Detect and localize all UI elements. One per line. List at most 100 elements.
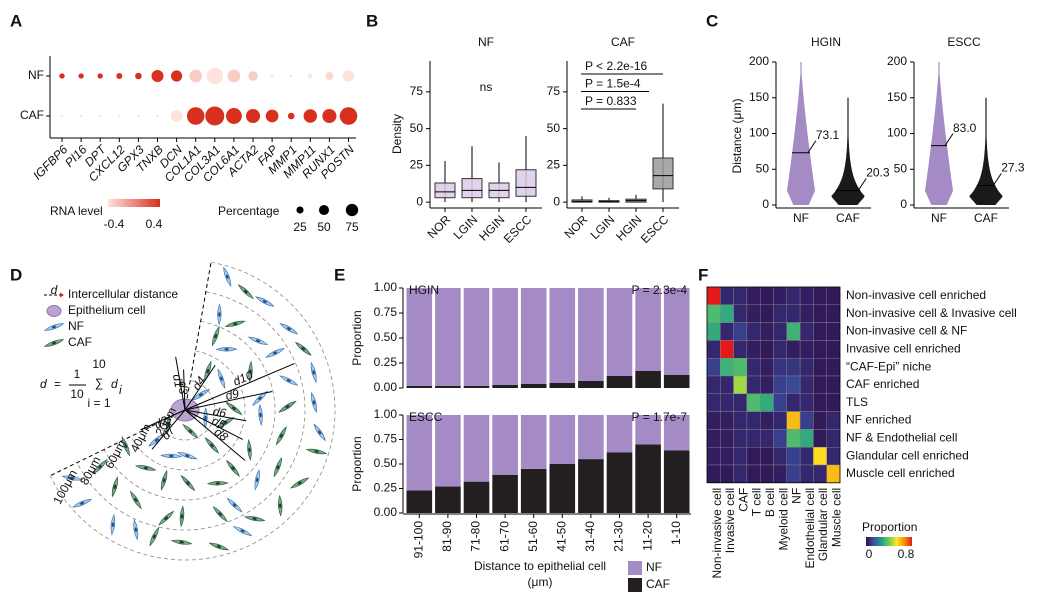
cell-nucleus xyxy=(231,466,235,471)
colorbar xyxy=(108,199,160,207)
heat-cell xyxy=(813,393,827,412)
colorbar-tick-label: 0 xyxy=(866,547,873,561)
caf-cell xyxy=(305,448,328,455)
distance-line xyxy=(140,409,186,431)
y-tick-label: 200 xyxy=(887,54,907,68)
heat-cell xyxy=(799,447,814,466)
annotation: P = 1.5e-4 xyxy=(585,77,641,91)
leader xyxy=(857,178,867,191)
distance-line xyxy=(184,409,246,461)
median-label: 83.0 xyxy=(953,121,977,135)
cell-nucleus xyxy=(186,481,190,485)
cell-nucleus xyxy=(143,466,148,470)
dot xyxy=(206,67,224,85)
heat-cell xyxy=(813,322,827,341)
row-label: Non-invasive cell & Invasive cell xyxy=(846,306,1017,320)
dot xyxy=(117,114,121,118)
cell-nucleus xyxy=(80,501,85,505)
caf-cell xyxy=(208,542,230,551)
x-tick-label: ESCC xyxy=(501,212,535,246)
heat-cell xyxy=(813,304,827,323)
cell-nucleus xyxy=(278,503,282,508)
legend-arrow-label: d xyxy=(51,283,58,297)
x-tick-label: 61-70 xyxy=(497,521,511,552)
nf-cell xyxy=(258,403,263,427)
arrow-head xyxy=(60,292,64,298)
y-tick-label: 150 xyxy=(887,90,907,104)
heat-cell xyxy=(813,286,827,305)
size-key-label: 75 xyxy=(345,220,359,234)
heat-cell xyxy=(746,322,761,341)
heat-cell xyxy=(733,322,748,341)
dot xyxy=(248,71,258,81)
y-tick-label: 50 xyxy=(547,121,561,135)
panel-letter: F xyxy=(698,265,708,284)
heat-cell xyxy=(746,393,761,412)
distance-label: d9 xyxy=(224,386,240,403)
dot xyxy=(289,74,293,78)
bar-segment xyxy=(463,386,490,388)
panel-title: CAF xyxy=(611,35,635,49)
column-label: Endothelial cell xyxy=(803,488,817,569)
violin xyxy=(787,62,815,205)
bar-segment xyxy=(492,415,518,475)
heat-cell xyxy=(706,375,721,394)
dot xyxy=(59,73,65,79)
x-tick-label: ESCC xyxy=(638,212,672,246)
caf-cell xyxy=(275,426,287,446)
cell-nucleus xyxy=(286,379,291,382)
panel-letter: E xyxy=(334,265,345,284)
heat-cell xyxy=(799,464,814,483)
heat-cell xyxy=(720,304,734,323)
heat-cell xyxy=(733,429,748,448)
caf-cell xyxy=(211,325,220,347)
nf-cell xyxy=(247,336,269,345)
dot xyxy=(307,73,313,79)
formula-lhs: d xyxy=(40,377,47,391)
caf-cell xyxy=(158,510,175,526)
heat-cell xyxy=(746,429,761,448)
heat-cell xyxy=(773,464,788,483)
panel-title: HGIN xyxy=(811,35,841,49)
nf-cell xyxy=(160,453,183,459)
y-tick-label: 0 xyxy=(762,197,769,211)
caf-cell xyxy=(121,435,130,457)
x-axis-label: Distance to epithelial cell xyxy=(474,559,606,573)
p-value: P = 2.3e-4 xyxy=(632,283,688,297)
y-tick-label: 0.25 xyxy=(374,355,398,369)
heat-cell xyxy=(786,286,801,305)
heat-cell xyxy=(826,411,841,430)
nf-cell xyxy=(217,303,222,326)
cell-nucleus xyxy=(223,421,228,425)
heat-cell xyxy=(760,358,774,377)
nf-cell xyxy=(252,390,268,406)
distance-label: d6 xyxy=(212,404,228,420)
legend-title: RNA level xyxy=(50,204,103,218)
cell-nucleus xyxy=(218,512,222,516)
caf-cell xyxy=(247,438,252,461)
x-tick-label: 21-30 xyxy=(612,521,626,552)
heat-cell xyxy=(773,358,788,377)
x-tick-label: 31-40 xyxy=(583,521,597,552)
heat-cell xyxy=(733,411,748,430)
bar-segment xyxy=(578,288,604,381)
bar-segment xyxy=(663,288,690,375)
heat-cell xyxy=(826,464,841,483)
distance-line xyxy=(184,363,295,411)
heat-cell xyxy=(826,447,841,466)
nf-cell xyxy=(232,526,253,537)
dot xyxy=(170,70,183,82)
heat-cell xyxy=(733,358,748,377)
dot xyxy=(98,114,102,118)
bar-segment xyxy=(435,486,461,513)
heat-cell xyxy=(773,447,788,466)
bar-segment xyxy=(578,381,604,388)
heat-cell xyxy=(813,411,827,430)
caf-cell xyxy=(165,413,171,436)
dot xyxy=(137,114,140,118)
ring xyxy=(157,380,216,441)
dot xyxy=(342,70,355,82)
dot xyxy=(227,69,241,83)
size-key-label: 50 xyxy=(317,220,331,234)
